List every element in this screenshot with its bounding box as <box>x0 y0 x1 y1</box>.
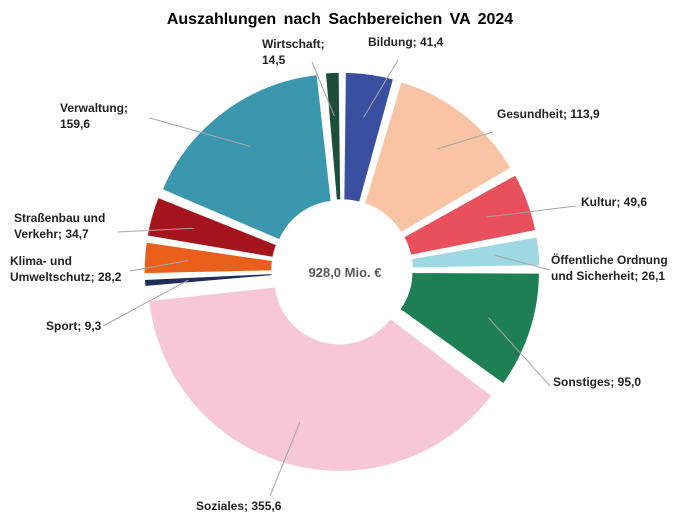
leader-line <box>363 59 399 118</box>
slice-label: Öffentliche Ordnung und Sicherheit; 26,1 <box>551 252 668 283</box>
leader-line <box>488 317 551 387</box>
slice-klima-und-umweltschutz <box>143 241 274 275</box>
slice-label: Verwaltung; 159,6 <box>60 101 128 131</box>
center-total-label: 928,0 Mio. € <box>309 265 382 280</box>
pie-slices <box>143 71 541 473</box>
leader-line <box>117 227 194 233</box>
slice-labels: Bildung; 41,4 Gesundheit; 113,9 Kultur; 49… <box>10 35 668 513</box>
slice-label: Straßenbau und Verkehr; 34,7 <box>14 211 105 241</box>
slice-label: Soziales; 355,6 <box>196 499 282 513</box>
leader-line <box>486 205 577 218</box>
slice-bildung <box>342 71 395 204</box>
slice-sonstiges <box>398 271 541 386</box>
leader-lines <box>102 59 577 497</box>
slice-label: Wirtschaft; 14,5 <box>262 37 325 67</box>
slice-verwaltung <box>160 73 333 242</box>
leader-line <box>269 422 301 497</box>
leader-line <box>102 279 189 327</box>
slice-straßenbau-und-verkehr <box>146 196 278 259</box>
leader-line <box>129 260 189 272</box>
slice-soziales <box>147 285 494 473</box>
leader-line <box>149 117 251 147</box>
slice-kultur <box>402 173 537 257</box>
leader-line <box>436 131 494 150</box>
slice-label: Sport; 9,3 <box>46 319 102 333</box>
leader-line <box>495 254 551 271</box>
slice-label: Sonstiges; 95,0 <box>553 375 641 389</box>
slice-öffentliche-ordnung-und-sicherheit <box>410 235 541 270</box>
slice-label: Bildung; 41,4 <box>368 35 444 49</box>
slice-label: Klima- und Umweltschutz; 28,2 <box>10 254 122 284</box>
slice-sport <box>143 272 274 288</box>
slice-label: Kultur; 49,6 <box>581 195 647 209</box>
leader-line <box>311 61 335 117</box>
chart-title: Auszahlungen nach Sachbereichen VA 2024 <box>167 11 513 28</box>
slice-gesundheit <box>363 80 513 234</box>
slice-label: Gesundheit; 113,9 <box>497 107 600 121</box>
